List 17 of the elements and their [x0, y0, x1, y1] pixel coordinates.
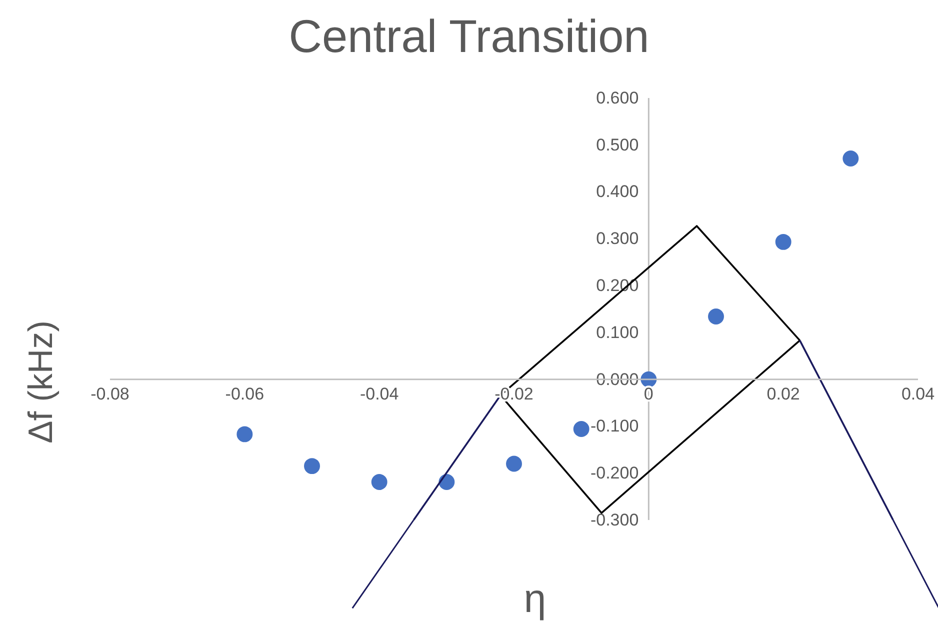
x-tick-label: 0.02 [766, 384, 800, 404]
y-axis-title: Δf (kHz) [22, 320, 60, 444]
y-tick-label: 0.500 [596, 135, 639, 154]
x-axis-title: η [524, 577, 546, 621]
x-tick-label: 0.04 [901, 384, 935, 404]
y-tick-label: -0.200 [590, 464, 639, 483]
x-tick-label: -0.06 [225, 384, 264, 404]
y-tick-label: 0.100 [596, 322, 639, 342]
x-tick-label: -0.08 [90, 384, 130, 404]
y-tick-label: -0.100 [590, 416, 639, 436]
x-tick-label: 0 [644, 384, 654, 404]
y-tick-label: -0.300 [590, 510, 639, 530]
x-tick-label: -0.04 [360, 384, 399, 404]
y-tick-label: 0.400 [596, 182, 639, 202]
y-tick-label: 0.300 [596, 229, 639, 248]
y-tick-label: 0.600 [596, 88, 639, 108]
chart-title: Central Transition [288, 10, 650, 62]
